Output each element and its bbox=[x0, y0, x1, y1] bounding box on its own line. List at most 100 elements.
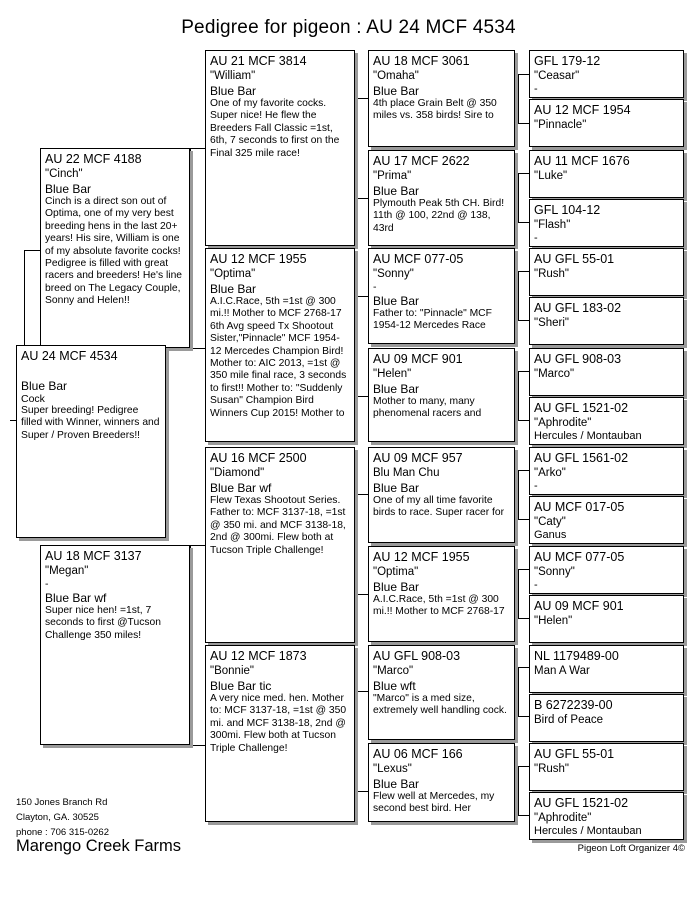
bird-notes: A very nice med. hen. Mother to: MCF 313… bbox=[210, 693, 347, 754]
pedigree-box-gen4-11[interactable]: AU 09 MCF 901 "Helen" bbox=[529, 595, 684, 643]
pedigree-box-gen3-2[interactable]: AU MCF 077-05 "Sonny" - Blue Bar Father … bbox=[368, 248, 515, 344]
bird-notes: Flew Texas Shootout Series. Father to: M… bbox=[210, 495, 346, 556]
pedigree-box-gen4-7[interactable]: AU GFL 1521-02 "Aphrodite" Hercules / Mo… bbox=[529, 397, 684, 445]
bird-notes: Mother to many, many phenomenal racers a… bbox=[373, 396, 482, 420]
connector bbox=[24, 538, 40, 540]
bird-id: AU 09 MCF 957 bbox=[373, 451, 463, 465]
pedigree-box-gen4-12[interactable]: NL 1179489-00 Man A War bbox=[529, 645, 684, 693]
bird-sex: Cock bbox=[21, 393, 45, 405]
bird-notes: Flew well at Mercedes, my second best bi… bbox=[373, 791, 495, 815]
bird-name: "Helen" bbox=[534, 615, 573, 627]
connector bbox=[518, 815, 529, 817]
pedigree-box-gen2-2[interactable]: AU 16 MCF 2500 "Diamond" Blue Bar wf Fle… bbox=[205, 447, 355, 643]
bird-notes: One of my all time favorite birds to rac… bbox=[373, 495, 505, 519]
connector bbox=[355, 98, 368, 100]
bird-color: Blue Bar bbox=[373, 580, 420, 594]
connector bbox=[190, 745, 205, 747]
pedigree-box-gen4-3[interactable]: GFL 104-12 "Flash" - bbox=[529, 199, 684, 247]
connector bbox=[518, 766, 529, 768]
pedigree-box-gen1-1[interactable]: AU 18 MCF 3137 "Megan" - Blue Bar wf Sup… bbox=[40, 545, 190, 745]
connector bbox=[518, 519, 529, 521]
bird-name: "Omaha" bbox=[373, 70, 419, 82]
bird-name: "Marco" bbox=[373, 665, 414, 677]
bird-extra: - bbox=[534, 480, 538, 492]
connector bbox=[518, 320, 529, 322]
pedigree-box-gen1-0[interactable]: AU 22 MCF 4188 "Cinch" Blue Bar Cinch is… bbox=[40, 148, 190, 348]
bird-name: Bird of Peace bbox=[534, 714, 604, 726]
bird-notes: Cinch is a direct son out of Optima, one… bbox=[45, 196, 183, 307]
bird-color: Blue Bar tic bbox=[210, 679, 272, 693]
bird-id: B 6272239-00 bbox=[534, 698, 613, 712]
bird-name: "Aphrodite" bbox=[534, 417, 592, 429]
bird-id: AU 21 MCF 3814 bbox=[210, 54, 307, 68]
pedigree-box-gen2-1[interactable]: AU 12 MCF 1955 "Optima" Blue Bar A.I.C.R… bbox=[205, 248, 355, 442]
bird-id: AU 12 MCF 1955 bbox=[210, 252, 307, 266]
bird-name: "Caty" bbox=[534, 516, 566, 528]
connector bbox=[518, 74, 529, 76]
connector bbox=[518, 470, 529, 472]
pedigree-box-gen3-7[interactable]: AU 06 MCF 166 "Lexus" Blue Bar Flew well… bbox=[368, 743, 515, 822]
bird-id: AU 24 MCF 4534 bbox=[21, 349, 118, 363]
bird-id: GFL 179-12 bbox=[534, 54, 601, 68]
pedigree-box-gen4-5[interactable]: AU GFL 183-02 "Sheri" bbox=[529, 297, 684, 345]
bird-notes: Super breeding! Pedigree filled with Win… bbox=[21, 405, 160, 441]
bird-extra: Hercules / Montauban bbox=[534, 825, 642, 837]
connector bbox=[24, 250, 40, 252]
bird-notes: A.I.C.Race, 5th =1st @ 300 mi.!! Mother … bbox=[373, 594, 505, 618]
connector bbox=[355, 396, 368, 398]
bird-color: Blue Bar bbox=[373, 382, 420, 396]
pedigree-box-gen3-3[interactable]: AU 09 MCF 901 "Helen" Blue Bar Mother to… bbox=[368, 348, 515, 442]
bird-notes: One of my favorite cocks. Super nice! He… bbox=[210, 98, 340, 159]
connector bbox=[518, 766, 520, 815]
pedigree-box-gen3-6[interactable]: AU GFL 908-03 "Marco" Blue wft "Marco" i… bbox=[368, 645, 515, 740]
pedigree-box-gen2-0[interactable]: AU 21 MCF 3814 "William" Blue Bar One of… bbox=[205, 50, 355, 246]
bird-id: AU 18 MCF 3137 bbox=[45, 549, 142, 563]
connector bbox=[518, 470, 520, 519]
pedigree-box-gen3-0[interactable]: AU 18 MCF 3061 "Omaha" Blue Bar 4th plac… bbox=[368, 50, 515, 147]
pedigree-box-gen4-10[interactable]: AU MCF 077-05 "Sonny" - bbox=[529, 546, 684, 594]
connector bbox=[355, 594, 368, 596]
bird-notes: Super nice hen! =1st, 7 seconds to first… bbox=[45, 605, 161, 641]
bird-id: AU 18 MCF 3061 bbox=[373, 54, 470, 68]
pedigree-box-gen4-13[interactable]: B 6272239-00 Bird of Peace bbox=[529, 694, 684, 742]
pedigree-box-gen4-14[interactable]: AU GFL 55-01 "Rush" bbox=[529, 743, 684, 791]
connector bbox=[518, 667, 529, 669]
bird-name: "Marco" bbox=[534, 368, 575, 380]
connector bbox=[518, 618, 529, 620]
connector bbox=[518, 667, 520, 716]
pedigree-box-gen4-1[interactable]: AU 12 MCF 1954 "Pinnacle" bbox=[529, 99, 684, 147]
pedigree-box-gen4-15[interactable]: AU GFL 1521-02 "Aphrodite" Hercules / Mo… bbox=[529, 792, 684, 840]
pedigree-box-gen4-8[interactable]: AU GFL 1561-02 "Arko" - bbox=[529, 447, 684, 495]
connector bbox=[518, 271, 529, 273]
bird-id: AU GFL 183-02 bbox=[534, 301, 622, 315]
bird-name: "Optima" bbox=[210, 268, 256, 280]
connector bbox=[355, 691, 357, 791]
bird-name: "Ceasar" bbox=[534, 70, 580, 82]
pedigree-box-gen3-5[interactable]: AU 12 MCF 1955 "Optima" Blue Bar A.I.C.R… bbox=[368, 546, 515, 642]
pedigree-box-gen2-3[interactable]: AU 12 MCF 1873 "Bonnie" Blue Bar tic A v… bbox=[205, 645, 355, 822]
pedigree-box-gen4-9[interactable]: AU MCF 017-05 "Caty" Ganus bbox=[529, 496, 684, 544]
footer-address-line2: Clayton, GA. 30525 bbox=[16, 812, 99, 823]
bird-name: "Pinnacle" bbox=[534, 119, 587, 131]
pedigree-box-gen4-6[interactable]: AU GFL 908-03 "Marco" bbox=[529, 348, 684, 396]
connector bbox=[518, 74, 520, 123]
bird-id: AU 16 MCF 2500 bbox=[210, 451, 307, 465]
bird-name: "Aphrodite" bbox=[534, 812, 592, 824]
bird-color: Blue Bar bbox=[210, 282, 257, 296]
bird-id: AU 11 MCF 1676 bbox=[534, 154, 630, 168]
pedigree-box-gen4-0[interactable]: GFL 179-12 "Ceasar" - bbox=[529, 50, 684, 98]
connector bbox=[355, 791, 368, 793]
bird-color: Blue Bar bbox=[373, 481, 420, 495]
bird-name: "Diamond" bbox=[210, 467, 265, 479]
footer-farm-name: Marengo Creek Farms bbox=[16, 837, 182, 855]
pedigree-box-subject[interactable]: AU 24 MCF 4534 Blue Bar Cock Super breed… bbox=[16, 345, 166, 538]
pedigree-box-gen4-4[interactable]: AU GFL 55-01 "Rush" bbox=[529, 248, 684, 296]
connector bbox=[355, 296, 368, 298]
connector bbox=[355, 98, 357, 198]
bird-color: Blue Bar bbox=[210, 84, 257, 98]
pedigree-box-gen3-4[interactable]: AU 09 MCF 957 Blu Man Chu Blue Bar One o… bbox=[368, 447, 515, 543]
pedigree-box-gen4-2[interactable]: AU 11 MCF 1676 "Luke" bbox=[529, 150, 684, 198]
pedigree-box-gen3-1[interactable]: AU 17 MCF 2622 "Prima" Blue Bar Plymouth… bbox=[368, 150, 515, 246]
connector bbox=[518, 569, 529, 571]
